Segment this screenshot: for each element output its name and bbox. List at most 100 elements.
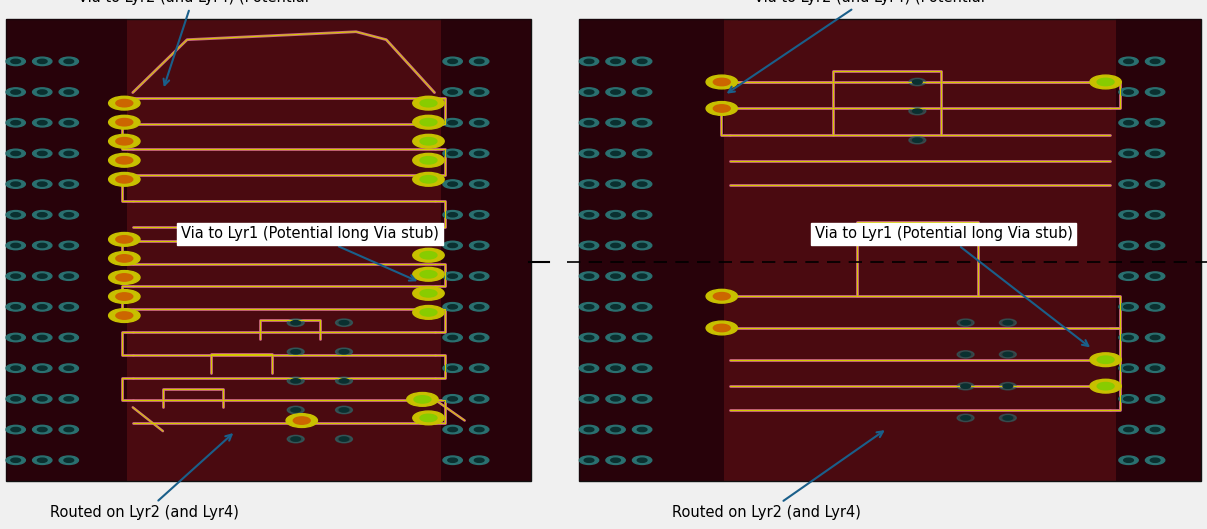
Circle shape	[632, 88, 652, 96]
Circle shape	[1124, 243, 1133, 248]
Circle shape	[59, 395, 78, 403]
Circle shape	[611, 274, 620, 278]
Circle shape	[109, 271, 140, 285]
Circle shape	[474, 59, 484, 63]
Circle shape	[443, 272, 462, 280]
Circle shape	[116, 118, 133, 126]
Circle shape	[413, 249, 444, 262]
Circle shape	[37, 427, 47, 432]
Circle shape	[11, 305, 21, 309]
Circle shape	[611, 335, 620, 340]
Circle shape	[474, 366, 484, 370]
Circle shape	[1124, 335, 1133, 340]
Circle shape	[957, 414, 974, 422]
Circle shape	[287, 348, 304, 355]
Circle shape	[961, 321, 970, 325]
Circle shape	[1003, 416, 1013, 420]
Circle shape	[611, 397, 620, 401]
Circle shape	[584, 458, 594, 462]
Circle shape	[606, 118, 625, 127]
Circle shape	[957, 351, 974, 358]
Circle shape	[584, 151, 594, 156]
Circle shape	[1119, 395, 1138, 403]
Circle shape	[339, 408, 349, 412]
Circle shape	[64, 335, 74, 340]
Circle shape	[474, 243, 484, 248]
Circle shape	[1119, 149, 1138, 158]
Circle shape	[420, 99, 437, 107]
Circle shape	[999, 414, 1016, 422]
Circle shape	[470, 395, 489, 403]
Circle shape	[116, 255, 133, 262]
Circle shape	[286, 414, 317, 427]
Circle shape	[912, 138, 922, 142]
Circle shape	[1003, 352, 1013, 357]
Circle shape	[64, 182, 74, 186]
Circle shape	[116, 157, 133, 164]
Circle shape	[470, 425, 489, 434]
Circle shape	[470, 88, 489, 96]
Circle shape	[606, 272, 625, 280]
Circle shape	[632, 180, 652, 188]
Circle shape	[59, 425, 78, 434]
Circle shape	[1119, 241, 1138, 250]
Circle shape	[584, 274, 594, 278]
Circle shape	[611, 121, 620, 125]
Circle shape	[632, 333, 652, 342]
Circle shape	[713, 293, 730, 300]
Circle shape	[420, 138, 437, 145]
Circle shape	[961, 416, 970, 420]
Circle shape	[611, 151, 620, 156]
Circle shape	[291, 437, 301, 441]
Circle shape	[336, 406, 352, 414]
Circle shape	[59, 333, 78, 342]
Circle shape	[1145, 272, 1165, 280]
Circle shape	[59, 456, 78, 464]
Circle shape	[470, 57, 489, 66]
Circle shape	[116, 176, 133, 183]
Circle shape	[632, 364, 652, 372]
Circle shape	[448, 90, 457, 94]
Circle shape	[116, 138, 133, 145]
Circle shape	[1145, 303, 1165, 311]
Circle shape	[584, 335, 594, 340]
Circle shape	[1119, 180, 1138, 188]
Circle shape	[611, 305, 620, 309]
Circle shape	[59, 88, 78, 96]
Circle shape	[999, 351, 1016, 358]
Circle shape	[470, 456, 489, 464]
Circle shape	[1150, 151, 1160, 156]
Circle shape	[1119, 272, 1138, 280]
Circle shape	[448, 427, 457, 432]
Circle shape	[637, 427, 647, 432]
Circle shape	[1145, 425, 1165, 434]
Circle shape	[474, 397, 484, 401]
Circle shape	[474, 305, 484, 309]
Circle shape	[37, 397, 47, 401]
Circle shape	[1124, 90, 1133, 94]
Circle shape	[1150, 366, 1160, 370]
Circle shape	[637, 366, 647, 370]
Circle shape	[579, 57, 599, 66]
Circle shape	[606, 57, 625, 66]
Circle shape	[37, 366, 47, 370]
Circle shape	[637, 151, 647, 156]
Circle shape	[11, 243, 21, 248]
Circle shape	[109, 290, 140, 304]
Circle shape	[637, 213, 647, 217]
Circle shape	[443, 303, 462, 311]
Circle shape	[474, 458, 484, 462]
Circle shape	[1090, 353, 1121, 367]
Circle shape	[448, 366, 457, 370]
Circle shape	[420, 414, 437, 422]
Circle shape	[37, 151, 47, 156]
Circle shape	[443, 425, 462, 434]
Circle shape	[64, 427, 74, 432]
Circle shape	[443, 333, 462, 342]
Circle shape	[6, 333, 25, 342]
Circle shape	[1150, 121, 1160, 125]
Circle shape	[37, 90, 47, 94]
Circle shape	[109, 233, 140, 247]
Circle shape	[37, 458, 47, 462]
Circle shape	[1097, 382, 1114, 390]
